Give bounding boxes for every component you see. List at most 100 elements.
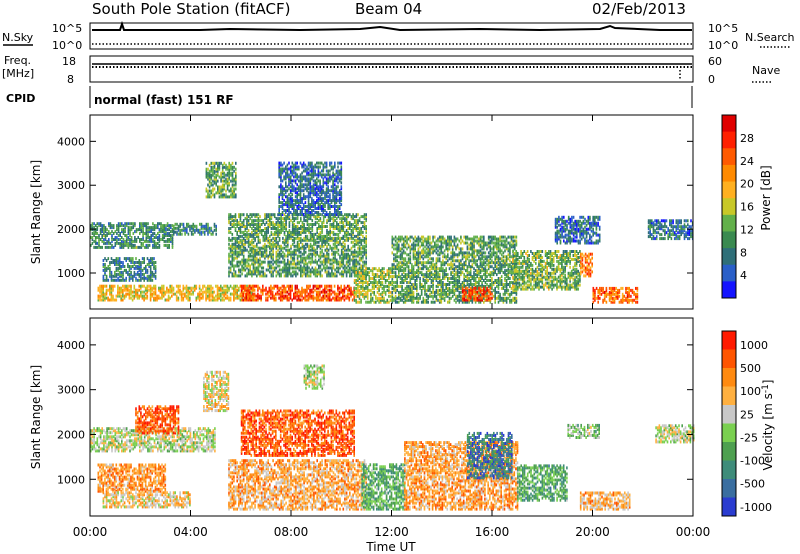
power-echo-cell — [287, 272, 289, 276]
power-echo-cell — [358, 271, 361, 275]
power-echo-cell — [281, 193, 284, 197]
power-echo-cell — [142, 234, 144, 237]
power-echo-cell — [142, 238, 144, 241]
power-echo-cell — [363, 248, 366, 252]
power-echo-cell — [140, 243, 143, 247]
power-echo-cell — [218, 286, 220, 290]
power-echo-cell — [311, 254, 314, 258]
power-echo-cell — [177, 288, 180, 292]
power-echo-cell — [349, 213, 351, 217]
power-echo-cell — [275, 227, 278, 230]
power-echo-cell — [411, 283, 413, 286]
power-echo-cell — [353, 221, 356, 225]
power-echo-cell — [257, 227, 260, 230]
power-echo-cell — [311, 232, 314, 236]
power-echo-cell — [321, 236, 323, 240]
power-echo-cell — [393, 275, 395, 279]
power-echo-cell — [285, 234, 287, 238]
power-echo-cell — [324, 161, 326, 165]
power-echo-cell — [319, 213, 321, 216]
power-echo-cell — [272, 221, 274, 225]
power-echo-cell — [329, 225, 331, 228]
power-echo-cell — [280, 161, 282, 165]
power-echo-cell — [278, 211, 280, 214]
power-echo-cell — [149, 276, 152, 280]
power-echo-cell — [223, 193, 226, 197]
power-echo-cell — [318, 223, 320, 226]
power-echo-cell — [336, 225, 338, 228]
power-echo-cell — [145, 239, 148, 243]
power-echo-cell — [319, 219, 322, 223]
power-echo-cell — [388, 294, 390, 298]
power-echo-cell — [249, 266, 251, 270]
power-echo-cell — [210, 173, 213, 177]
power-echo-cell — [223, 179, 226, 183]
power-echo-cell — [226, 288, 229, 292]
power-echo-cell — [414, 261, 416, 265]
power-echo-cell — [336, 227, 338, 230]
power-echo-cell — [239, 294, 242, 298]
power-echo-cell — [320, 298, 323, 302]
power-echo-cell — [312, 199, 315, 203]
power-echo-cell — [333, 296, 336, 300]
power-echo-cell — [210, 284, 212, 288]
power-echo-cell — [235, 179, 237, 183]
power-echo-cell — [218, 163, 221, 167]
power-echo-cell — [231, 252, 234, 256]
power-echo-cell — [340, 242, 343, 246]
power-echo-cell — [314, 242, 317, 246]
power-echo-cell — [120, 294, 122, 298]
power-echo-cell — [198, 290, 201, 294]
power-echo-cell — [371, 290, 374, 294]
power-echo-cell — [327, 256, 330, 260]
power-echo-cell — [145, 224, 148, 228]
power-echo-cell — [97, 288, 100, 292]
power-echo-cell — [236, 240, 238, 244]
power-echo-cell — [267, 264, 269, 268]
power-echo-cell — [242, 223, 245, 226]
power-echo-cell — [347, 230, 349, 234]
power-echo-cell — [174, 230, 177, 234]
power-echo-cell — [266, 296, 269, 300]
power-echo-cell — [221, 169, 224, 173]
power-echo-cell — [234, 270, 237, 274]
power-echo-cell — [182, 296, 185, 300]
power-echo-cell — [205, 228, 208, 232]
power-echo-cell — [282, 217, 284, 221]
power-echo-cell — [234, 240, 237, 244]
power-echo-cell — [203, 226, 206, 230]
power-echo-cell — [264, 223, 266, 226]
power-echo-cell — [114, 241, 117, 245]
power-echo-cell — [275, 252, 278, 256]
power-echo-cell — [324, 286, 326, 290]
power-echo-cell — [427, 294, 429, 298]
power-echo-cell — [194, 224, 196, 228]
power-echo-cell — [99, 298, 101, 302]
power-echo-cell — [228, 266, 230, 270]
power-echo-cell — [352, 256, 354, 260]
power-echo-cell — [303, 252, 305, 256]
power-echo-cell — [331, 238, 333, 242]
power-echo-cell — [247, 296, 249, 300]
power-echo-cell — [247, 221, 250, 225]
power-echo-cell — [332, 179, 334, 183]
power-echo-cell — [265, 221, 268, 225]
power-echo-cell — [363, 221, 366, 225]
power-echo-cell — [314, 268, 317, 272]
power-echo-cell — [319, 165, 321, 169]
power-echo-cell — [303, 250, 305, 254]
power-echo-cell — [226, 177, 229, 181]
power-echo-cell — [318, 240, 320, 244]
power-echo-cell — [155, 226, 157, 230]
power-echo-cell — [198, 284, 201, 288]
power-echo-cell — [427, 235, 429, 239]
power-echo-cell — [399, 253, 402, 257]
power-echo-cell — [296, 246, 299, 250]
power-echo-cell — [226, 296, 229, 300]
power-echo-cell — [376, 296, 379, 300]
power-echo-cell — [285, 266, 287, 270]
power-echo-cell — [270, 227, 273, 230]
power-echo-cell — [109, 288, 111, 292]
power-echo-cell — [304, 294, 306, 298]
power-echo-cell — [338, 290, 341, 294]
